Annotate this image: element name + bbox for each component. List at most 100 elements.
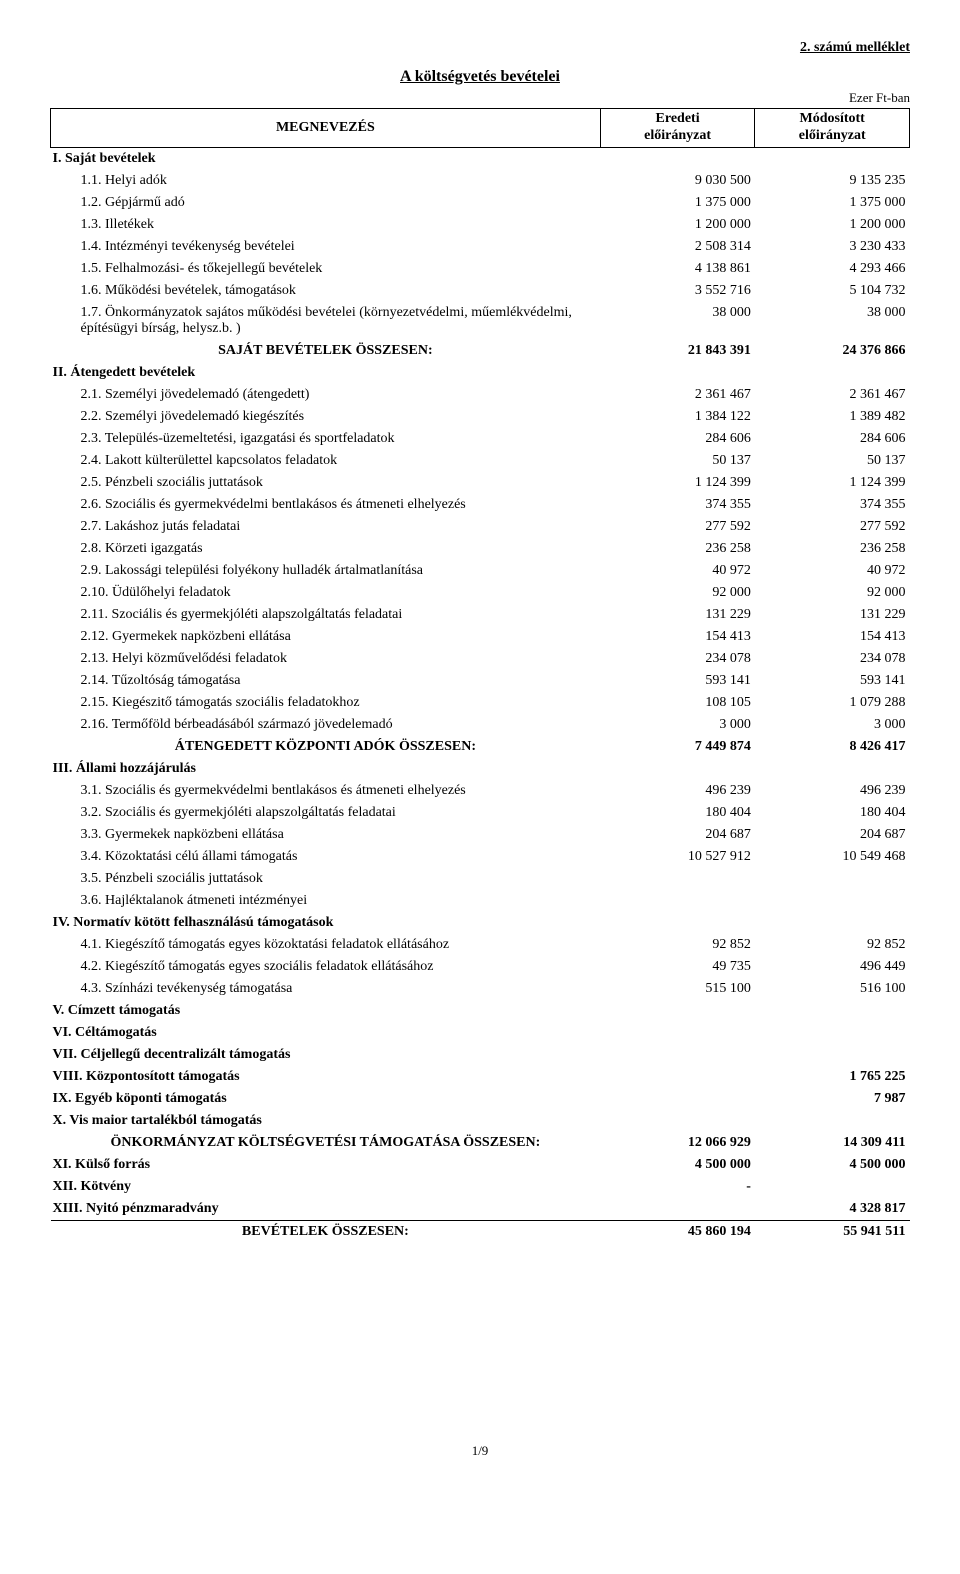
table-row: 3.3. Gyermekek napközbeni ellátása204 68… — [51, 824, 910, 846]
row-label: 2.14. Tűzoltóság támogatása — [51, 670, 601, 692]
row-value-original: 45 860 194 — [600, 1220, 755, 1243]
table-row: 2.12. Gyermekek napközbeni ellátása154 4… — [51, 626, 910, 648]
row-label: 1.7. Önkormányzatok sajátos működési bev… — [51, 302, 601, 340]
row-value-original — [600, 362, 755, 384]
row-label: 3.1. Szociális és gyermekvédelmi bentlak… — [51, 780, 601, 802]
row-value-modified: 40 972 — [755, 560, 910, 582]
row-value-modified: 4 293 466 — [755, 258, 910, 280]
row-value-original: 3 000 — [600, 714, 755, 736]
row-label: 1.1. Helyi adók — [51, 170, 601, 192]
row-label: 4.2. Kiegészítő támogatás egyes szociáli… — [51, 956, 601, 978]
row-value-original: 1 375 000 — [600, 192, 755, 214]
table-row: 3.1. Szociális és gyermekvédelmi bentlak… — [51, 780, 910, 802]
row-label: XII. Kötvény — [51, 1176, 601, 1198]
row-value-modified — [755, 868, 910, 890]
row-value-original — [600, 890, 755, 912]
row-value-original — [600, 147, 755, 170]
row-value-original: 108 105 — [600, 692, 755, 714]
table-row: 2.10. Üdülőhelyi feladatok92 00092 000 — [51, 582, 910, 604]
table-row: 2.14. Tűzoltóság támogatása593 141593 14… — [51, 670, 910, 692]
row-value-original: 496 239 — [600, 780, 755, 802]
row-value-modified: 7 987 — [755, 1088, 910, 1110]
row-value-modified — [755, 1176, 910, 1198]
row-label: 2.11. Szociális és gyermekjóléti alapszo… — [51, 604, 601, 626]
row-value-original: 154 413 — [600, 626, 755, 648]
row-label: 3.5. Pénzbeli szociális juttatások — [51, 868, 601, 890]
row-label: VIII. Központosított támogatás — [51, 1066, 601, 1088]
row-value-original: 2 361 467 — [600, 384, 755, 406]
row-value-original: 50 137 — [600, 450, 755, 472]
row-value-modified: 131 229 — [755, 604, 910, 626]
row-value-modified: 204 687 — [755, 824, 910, 846]
row-label: 2.9. Lakossági települési folyékony hull… — [51, 560, 601, 582]
row-value-modified — [755, 362, 910, 384]
row-value-original: 21 843 391 — [600, 340, 755, 362]
row-value-modified: 38 000 — [755, 302, 910, 340]
row-value-modified — [755, 1022, 910, 1044]
table-row: 2.16. Termőföld bérbeadásából származó j… — [51, 714, 910, 736]
unit-label: Ezer Ft-ban — [50, 90, 910, 106]
row-label: 2.3. Település-üzemeltetési, igazgatási … — [51, 428, 601, 450]
row-value-modified: 1 375 000 — [755, 192, 910, 214]
row-value-original — [600, 1066, 755, 1088]
row-value-original — [600, 758, 755, 780]
row-value-modified: 496 449 — [755, 956, 910, 978]
row-label: 3.6. Hajléktalanok átmeneti intézményei — [51, 890, 601, 912]
table-row: IX. Egyéb köponti támogatás7 987 — [51, 1088, 910, 1110]
col1-line1: Eredeti — [656, 111, 700, 126]
row-value-original: 4 138 861 — [600, 258, 755, 280]
row-label: 2.5. Pénzbeli szociális juttatások — [51, 472, 601, 494]
row-value-modified: 593 141 — [755, 670, 910, 692]
table-row: II. Átengedett bevételek — [51, 362, 910, 384]
row-value-modified: 5 104 732 — [755, 280, 910, 302]
row-value-modified: 55 941 511 — [755, 1220, 910, 1243]
table-row: 2.4. Lakott külterülettel kapcsolatos fe… — [51, 450, 910, 472]
table-row: 1.2. Gépjármű adó1 375 0001 375 000 — [51, 192, 910, 214]
row-value-original: 7 449 874 — [600, 736, 755, 758]
row-label: VI. Céltámogatás — [51, 1022, 601, 1044]
row-value-original: 1 384 122 — [600, 406, 755, 428]
row-value-original — [600, 1022, 755, 1044]
table-row: SAJÁT BEVÉTELEK ÖSSZESEN:21 843 39124 37… — [51, 340, 910, 362]
budget-table: MEGNEVEZÉS Eredeti előirányzat Módosítot… — [50, 108, 910, 1243]
row-label: V. Címzett támogatás — [51, 1000, 601, 1022]
row-label: 2.12. Gyermekek napközbeni ellátása — [51, 626, 601, 648]
row-label: I. Saját bevételek — [51, 147, 601, 170]
row-label: IV. Normatív kötött felhasználású támoga… — [51, 912, 601, 934]
table-row: 2.11. Szociális és gyermekjóléti alapszo… — [51, 604, 910, 626]
row-value-modified: 234 078 — [755, 648, 910, 670]
table-row: 4.3. Színházi tevékenység támogatása515 … — [51, 978, 910, 1000]
table-row: III. Állami hozzájárulás — [51, 758, 910, 780]
table-row: 2.8. Körzeti igazgatás236 258236 258 — [51, 538, 910, 560]
row-label: 1.4. Intézményi tevékenység bevételei — [51, 236, 601, 258]
row-label: 2.7. Lakáshoz jutás feladatai — [51, 516, 601, 538]
row-label: 1.3. Illetékek — [51, 214, 601, 236]
row-value-original: 92 852 — [600, 934, 755, 956]
table-row: 2.7. Lakáshoz jutás feladatai277 592277 … — [51, 516, 910, 538]
row-label: XIII. Nyitó pénzmaradvány — [51, 1198, 601, 1221]
col-header-modified: Módosított előirányzat — [755, 109, 910, 148]
table-row: VII. Céljellegű decentralizált támogatás — [51, 1044, 910, 1066]
row-label: ÁTENGEDETT KÖZPONTI ADÓK ÖSSZESEN: — [51, 736, 601, 758]
table-row: 2.13. Helyi közművelődési feladatok234 0… — [51, 648, 910, 670]
table-row: X. Vis maior tartalékból támogatás — [51, 1110, 910, 1132]
row-value-original: 515 100 — [600, 978, 755, 1000]
row-value-modified: 3 000 — [755, 714, 910, 736]
table-row: XIII. Nyitó pénzmaradvány4 328 817 — [51, 1198, 910, 1221]
table-row: 1.7. Önkormányzatok sajátos működési bev… — [51, 302, 910, 340]
row-value-original: 180 404 — [600, 802, 755, 824]
table-row: BEVÉTELEK ÖSSZESEN:45 860 19455 941 511 — [51, 1220, 910, 1243]
row-label: 1.2. Gépjármű adó — [51, 192, 601, 214]
row-value-modified: 284 606 — [755, 428, 910, 450]
table-row: 4.2. Kiegészítő támogatás egyes szociáli… — [51, 956, 910, 978]
row-value-modified: 92 852 — [755, 934, 910, 956]
row-value-modified: 277 592 — [755, 516, 910, 538]
row-value-original — [600, 1110, 755, 1132]
row-value-original: 49 735 — [600, 956, 755, 978]
table-row: 2.9. Lakossági települési folyékony hull… — [51, 560, 910, 582]
row-label: 4.3. Színházi tevékenység támogatása — [51, 978, 601, 1000]
row-label: SAJÁT BEVÉTELEK ÖSSZESEN: — [51, 340, 601, 362]
page-footer: 1/9 — [50, 1443, 910, 1459]
row-label: VII. Céljellegű decentralizált támogatás — [51, 1044, 601, 1066]
row-label: 3.2. Szociális és gyermekjóléti alapszol… — [51, 802, 601, 824]
